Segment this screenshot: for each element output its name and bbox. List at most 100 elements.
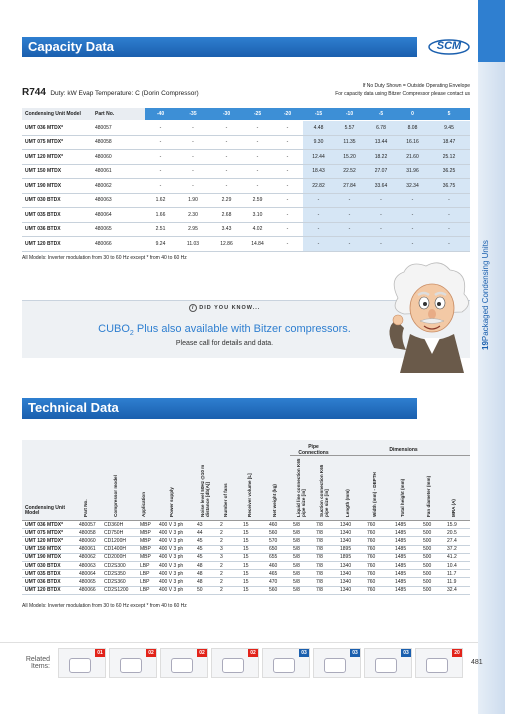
table-cell: 760 [364, 537, 392, 546]
table-cell: 2.59 [243, 194, 272, 208]
column-header: -5 [365, 108, 397, 120]
related-item[interactable]: 20 [415, 648, 463, 678]
table-cell: 5/8 [290, 578, 313, 587]
table-cell: - [210, 121, 243, 136]
related-item[interactable]: 02 [109, 648, 157, 678]
row-label: UMT 120 BTDX [22, 587, 76, 595]
table-cell: 5/8 [290, 537, 313, 546]
table-cell: - [272, 179, 303, 194]
table-cell: - [210, 179, 243, 194]
row-label: UMT 035 BTDX [22, 570, 76, 579]
table-cell: 3 [217, 546, 240, 554]
table-cell: 400 V 3 ph [156, 521, 194, 530]
table-cell: 500 [420, 570, 444, 579]
table-cell: - [428, 193, 470, 208]
table-cell: 650 [266, 546, 290, 554]
row-label: UMT 075 MTDX* [22, 529, 76, 538]
table-cell: - [365, 237, 397, 252]
table-cell: 480057 [92, 121, 145, 136]
related-item[interactable]: 01 [58, 648, 106, 678]
side-tab-label: Packaged Condensing Units [481, 240, 490, 342]
side-tab-text: 19Packaged Condensing Units [481, 200, 495, 350]
column-header: 0 [397, 108, 428, 120]
table-cell: CD2S360 [101, 578, 137, 587]
table-cell: 2 [217, 587, 240, 595]
table-cell: - [334, 208, 365, 223]
column-header: -35 [176, 108, 210, 120]
table-cell: 7/8 [313, 554, 337, 562]
header-background [22, 440, 470, 521]
table-cell: 44 [194, 529, 217, 538]
table-cell: 560 [266, 587, 290, 595]
table-cell: CD2S350 [101, 570, 137, 579]
table-cell: 2.29 [210, 194, 243, 208]
row-label: UMT 120 MTDX* [22, 150, 92, 165]
related-item[interactable]: 02 [160, 648, 208, 678]
table-cell: 13.44 [365, 135, 397, 150]
column-header: Part No. [82, 499, 88, 517]
table-cell: - [303, 193, 334, 208]
row-label: UMT 030 BTDX [22, 562, 76, 571]
table-cell: 22.52 [334, 164, 365, 179]
table-cell: 16.16 [397, 135, 428, 150]
table-cell: - [243, 165, 272, 179]
column-header: Receiver volume [L] [247, 473, 252, 517]
table-cell: 18.47 [428, 135, 470, 150]
table-cell: 400 V 3 ph [156, 554, 194, 562]
related-item[interactable]: 03 [313, 648, 361, 678]
table-cell: 15.9 [444, 521, 470, 530]
table-cell: 50 [194, 587, 217, 595]
column-header: Length (mm) [344, 489, 350, 517]
row-label: UMT 030 BTDX [22, 194, 92, 208]
row-label: UMT 035 BTDX [22, 208, 92, 223]
table-cell: 4.48 [303, 121, 334, 136]
table-cell: - [210, 136, 243, 150]
table-cell: 500 [420, 537, 444, 546]
info-icon: i [188, 304, 197, 312]
section-bar: Technical Data [22, 398, 417, 419]
table-cell: 2 [217, 570, 240, 579]
item-thumbnail [171, 658, 193, 673]
table-cell: 470 [266, 578, 290, 587]
table-cell: 480063 [92, 194, 145, 208]
table-cell: - [365, 222, 397, 237]
table-cell: 1895 [337, 546, 364, 554]
table-cell: 15 [240, 578, 266, 587]
table-cell: 480057 [76, 521, 101, 530]
column-header: Condensing Unit Model [25, 504, 65, 516]
table-cell: 5/8 [290, 570, 313, 579]
table-cell: - [334, 237, 365, 252]
row-label: UMT 036 MTDX* [22, 121, 92, 136]
row-label: UMT 036 BTDX [22, 578, 76, 587]
heading-text: DID YOU KNOW... [199, 305, 261, 311]
did-you-know-box [22, 300, 470, 358]
table-cell: - [145, 179, 176, 194]
table-cell: 45 [194, 546, 217, 554]
table-cell: 15 [240, 570, 266, 579]
column-header: Width (mm) - DEPTH [372, 472, 377, 517]
table-cell: - [365, 193, 397, 208]
table-cell: 760 [364, 570, 392, 579]
column-header: -30 [210, 108, 243, 120]
related-item[interactable]: 03 [364, 648, 412, 678]
table-cell: 1340 [337, 570, 364, 579]
table-cell: - [272, 208, 303, 223]
table-cell: 500 [420, 546, 444, 554]
table-cell: 480058 [92, 136, 145, 150]
table-cell: 27.07 [365, 164, 397, 179]
table-cell: 48 [194, 578, 217, 587]
table-cell: 400 V 3 ph [156, 529, 194, 538]
table-cell: 400 V 3 ph [156, 546, 194, 554]
item-badge: 01 [95, 649, 105, 657]
table-cell: 500 [420, 554, 444, 562]
item-badge: 03 [401, 649, 411, 657]
table-cell: 400 V 3 ph [156, 578, 194, 587]
table-cell: 1485 [392, 578, 420, 587]
related-item[interactable]: 02 [211, 648, 259, 678]
related-item[interactable]: 03 [262, 648, 310, 678]
table-cell: - [303, 237, 334, 252]
table-cell: 7/8 [313, 578, 337, 587]
table-cell: 480058 [76, 529, 101, 538]
table-cell: MBP [137, 537, 156, 546]
table-cell: 400 V 3 ph [156, 562, 194, 571]
